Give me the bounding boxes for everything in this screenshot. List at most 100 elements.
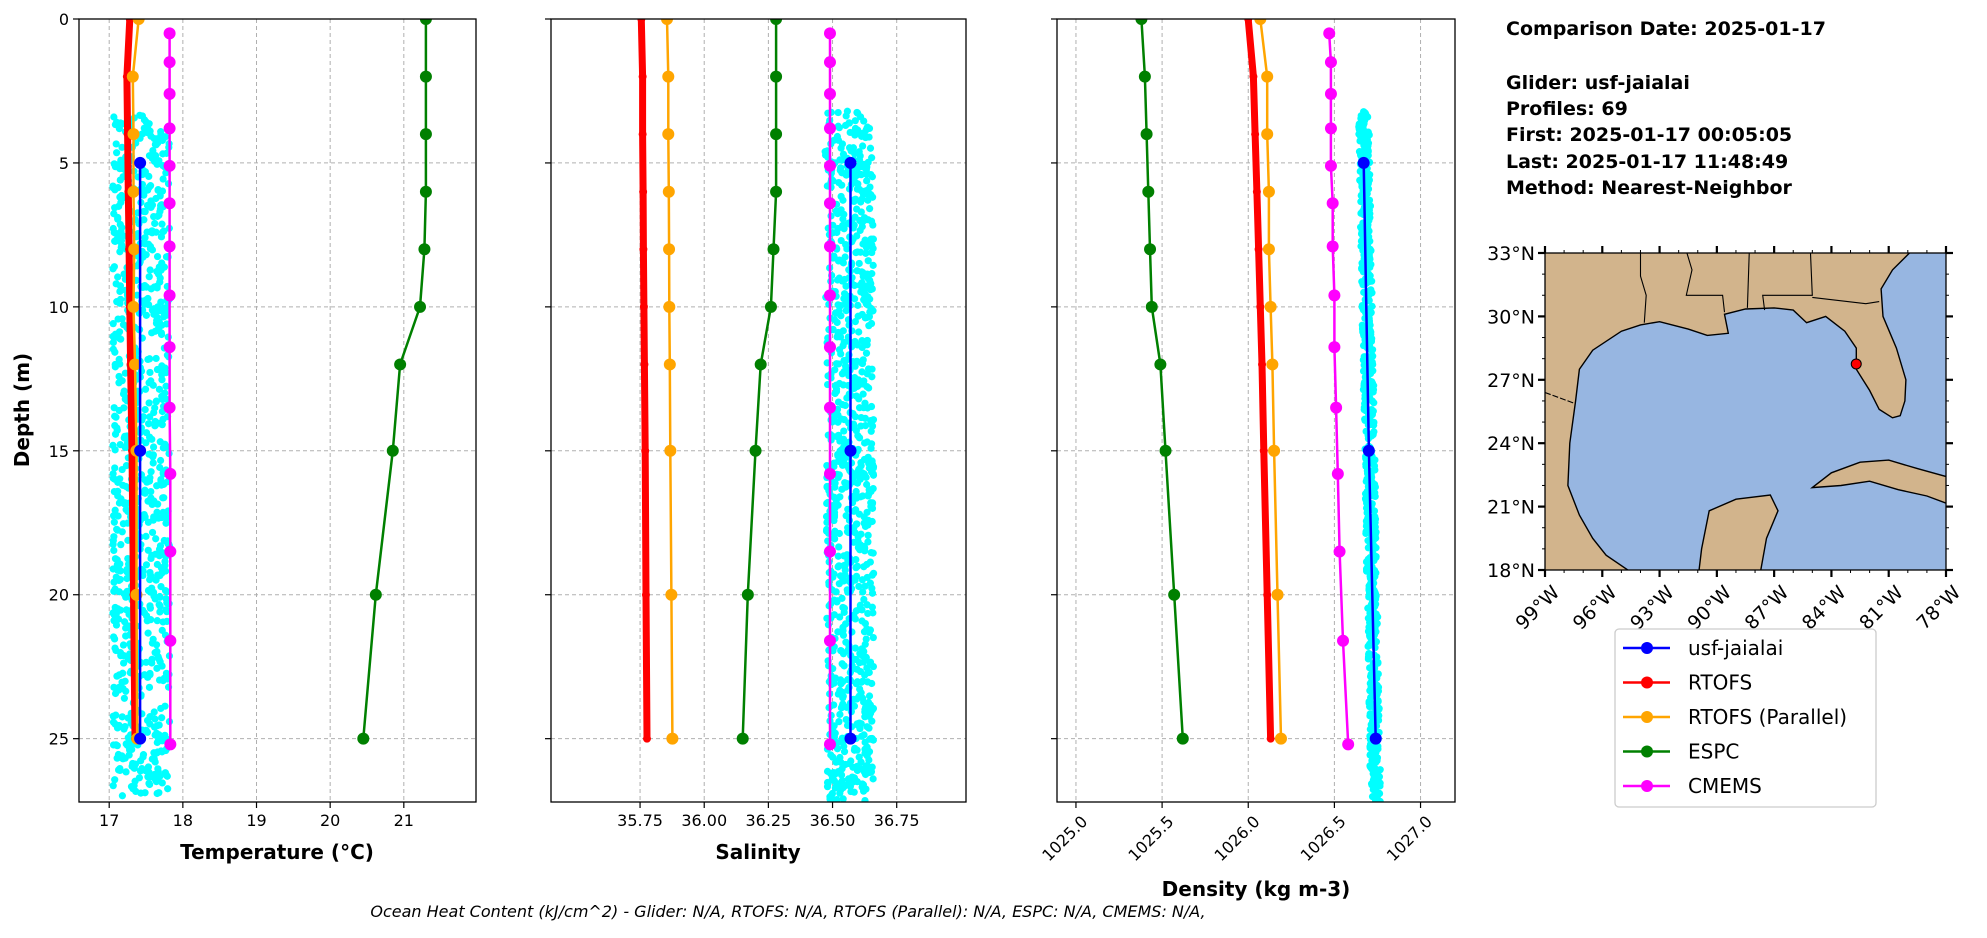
- scatter-point: [848, 775, 856, 783]
- scatter-point: [152, 398, 160, 406]
- scatter-point: [109, 441, 117, 449]
- scatter-point: [112, 280, 120, 288]
- scatter-point: [143, 617, 151, 625]
- lat-tick-label: 33°N: [1487, 243, 1535, 265]
- scatter-point: [857, 678, 866, 686]
- data-point: [134, 156, 147, 169]
- series-cmems: [823, 27, 836, 751]
- scatter-point: [156, 438, 164, 446]
- scatter-point: [114, 487, 122, 495]
- scatter-point: [163, 588, 171, 596]
- scatter-point: [145, 172, 153, 180]
- border-tx-la: [1639, 253, 1647, 323]
- scatter-point: [1374, 769, 1382, 777]
- scatter-point: [160, 313, 168, 321]
- x-tick-label: 19: [246, 811, 266, 830]
- scatter-point: [861, 708, 869, 716]
- scatter-point: [119, 755, 127, 763]
- scatter-point: [834, 690, 842, 698]
- scatter-point: [830, 516, 838, 525]
- scatter-point: [1369, 785, 1377, 794]
- scatter-point: [140, 609, 149, 617]
- scatter-point: [1375, 789, 1384, 798]
- scatter-point: [862, 635, 870, 643]
- scatter-point: [141, 405, 149, 414]
- scatter-point: [863, 508, 871, 516]
- scatter-point: [851, 117, 859, 125]
- scatter-point: [822, 512, 831, 521]
- scatter-point: [158, 201, 166, 209]
- x-tick-label: 1025.5: [1124, 812, 1177, 865]
- scatter-point: [1370, 466, 1378, 474]
- scatter-point: [839, 795, 847, 802]
- series-usf-jaialai: [844, 156, 857, 745]
- map-area: [1545, 253, 1946, 570]
- scatter-point: [144, 186, 152, 194]
- scatter-point: [149, 453, 157, 461]
- scatter-point: [122, 606, 131, 614]
- data-point: [1331, 467, 1344, 480]
- lon-tick-label: 99°W: [1511, 581, 1564, 634]
- border-ga-fl: [1812, 296, 1880, 305]
- scatter-point: [153, 664, 161, 672]
- scatter-point: [862, 349, 871, 357]
- scatter-point: [842, 715, 850, 724]
- data-point: [823, 27, 836, 40]
- data-point: [1326, 240, 1339, 253]
- data-point: [1324, 122, 1337, 135]
- scatter-point: [116, 441, 124, 449]
- data-point: [419, 19, 432, 25]
- scatter-point: [149, 588, 157, 596]
- scatter-point: [852, 555, 860, 564]
- scatter-point: [834, 398, 843, 406]
- scatter-point: [1359, 385, 1368, 394]
- scatter-point: [159, 415, 167, 423]
- data-point: [1154, 358, 1167, 371]
- scatter-point: [1362, 477, 1370, 485]
- scatter-point: [151, 327, 160, 335]
- data-point: [1342, 738, 1355, 751]
- scatter-point: [113, 149, 121, 157]
- scatter-point: [858, 310, 866, 319]
- scatter-point: [117, 541, 125, 549]
- scatter-point: [857, 413, 865, 422]
- scatter-point: [866, 626, 875, 634]
- scatter-point: [1374, 659, 1382, 667]
- data-point: [128, 358, 141, 371]
- legend-entry: CMEMS: [1623, 774, 1762, 798]
- scatter-point: [859, 142, 867, 150]
- scatter-point: [1370, 418, 1378, 426]
- scatter-point: [853, 232, 861, 240]
- scatter-point: [1372, 553, 1380, 561]
- scatter-point: [861, 796, 869, 802]
- scatter-point: [110, 518, 118, 526]
- plot-area: [1135, 19, 1384, 802]
- scatter-point: [118, 713, 126, 721]
- scatter-point: [156, 463, 164, 472]
- scatter-point: [858, 359, 866, 367]
- scatter-point: [1361, 416, 1369, 424]
- scatter-point: [860, 628, 869, 636]
- scatter-point: [1362, 462, 1370, 471]
- scatter-point: [155, 385, 164, 393]
- scatter-point: [113, 525, 121, 533]
- scatter-point: [831, 309, 840, 317]
- scatter-point: [861, 619, 870, 628]
- scatter-point: [149, 443, 158, 451]
- data-point: [1176, 732, 1189, 745]
- scatter-point: [162, 149, 171, 157]
- scatter-point: [861, 770, 870, 779]
- scatter-point: [851, 318, 859, 326]
- scatter-point: [118, 792, 127, 800]
- data-point: [823, 545, 836, 558]
- data-point: [164, 634, 177, 647]
- lat-tick-label: 30°N: [1487, 306, 1535, 328]
- data-point: [1249, 72, 1258, 81]
- lon-tick-label: 93°W: [1626, 581, 1679, 634]
- scatter-point: [836, 710, 844, 719]
- scatter-point: [840, 552, 848, 560]
- scatter-point: [115, 671, 123, 679]
- scatter-point: [835, 274, 843, 282]
- y-tick-label: 0: [59, 10, 69, 29]
- scatter-point: [860, 455, 869, 464]
